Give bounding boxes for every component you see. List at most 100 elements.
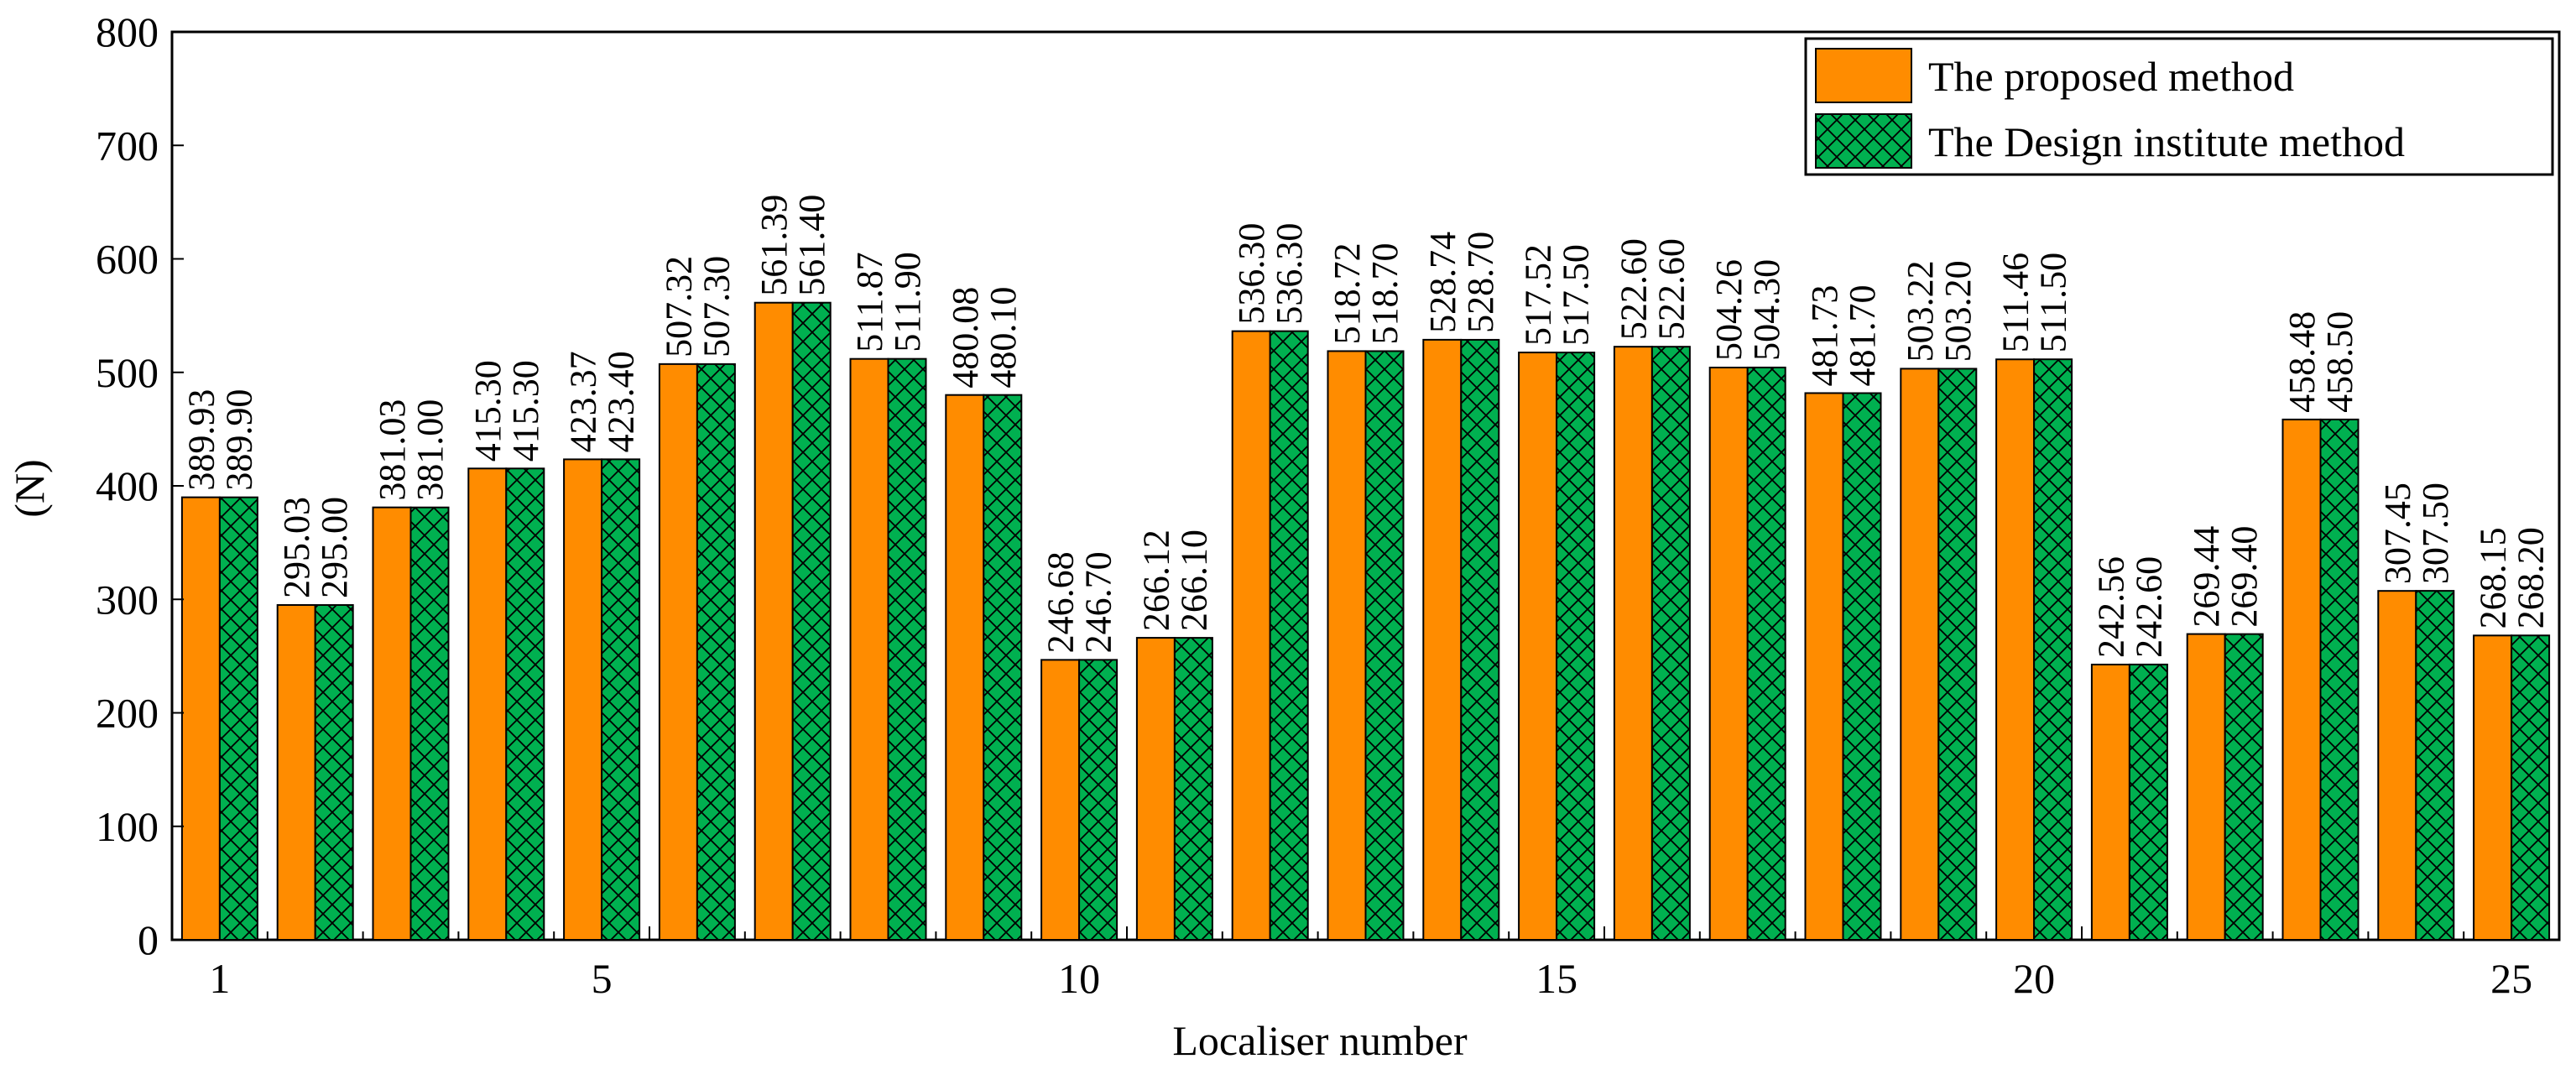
bar-design-institute	[409, 506, 450, 941]
y-tick-label: 700	[96, 122, 159, 169]
bar-design-institute	[791, 301, 832, 942]
value-label-proposed: 415.30	[467, 360, 508, 462]
value-label-proposed: 389.93	[180, 389, 222, 491]
y-tick-label: 400	[96, 462, 159, 509]
value-label-proposed: 458.48	[2281, 311, 2323, 413]
bar-proposed	[372, 506, 412, 941]
bar-proposed	[1708, 366, 1749, 941]
bar-proposed	[1422, 338, 1463, 941]
bar-design-institute	[1364, 350, 1405, 941]
value-label-proposed: 522.60	[1613, 238, 1654, 340]
bar-design-institute	[505, 467, 545, 941]
bar-proposed	[945, 394, 985, 942]
value-label-design-institute: 389.90	[218, 389, 259, 491]
value-label-proposed: 266.12	[1135, 529, 1176, 631]
value-label-proposed: 268.15	[2473, 527, 2514, 629]
value-label-design-institute: 511.50	[2033, 253, 2074, 352]
value-label-design-institute: 528.70	[1460, 232, 1501, 333]
legend-label-design-institute: The Design institute method	[1928, 118, 2405, 165]
value-label-design-institute: 511.90	[887, 252, 928, 352]
value-label-design-institute: 536.30	[1269, 223, 1310, 325]
bar-design-institute	[1269, 330, 1309, 941]
bar-design-institute	[218, 496, 258, 941]
value-label-design-institute: 507.30	[696, 256, 737, 357]
value-label-proposed: 480.08	[945, 287, 986, 389]
value-label-proposed: 295.03	[276, 497, 317, 598]
value-label-design-institute: 242.60	[2128, 556, 2169, 658]
value-label-design-institute: 517.50	[1556, 244, 1597, 346]
bar-design-institute	[2511, 634, 2551, 942]
value-label-proposed: 423.37	[563, 351, 604, 452]
value-label-proposed: 381.03	[372, 399, 413, 501]
value-label-design-institute: 246.70	[1078, 551, 1119, 653]
bar-design-institute	[1937, 368, 1978, 941]
bar-design-institute	[2319, 418, 2360, 942]
bar-proposed	[467, 467, 508, 941]
bar-design-institute	[1460, 338, 1500, 942]
x-tick-label: 25	[2490, 955, 2532, 1002]
bar-proposed	[2473, 634, 2513, 942]
y-axis-label: (N)	[6, 459, 53, 517]
bar-proposed	[754, 301, 794, 941]
bar-proposed	[658, 363, 698, 942]
bar-proposed	[1995, 358, 2036, 941]
legend-box	[1804, 37, 2554, 176]
bar-design-institute	[601, 458, 641, 941]
bar-proposed	[2377, 590, 2417, 941]
value-label-proposed: 536.30	[1231, 223, 1272, 325]
y-tick-label: 300	[96, 576, 159, 623]
value-label-design-institute: 480.10	[983, 287, 1024, 389]
legend-swatch-proposed	[1815, 48, 1912, 103]
x-tick-label: 1	[209, 955, 230, 1002]
bar-design-institute	[2128, 663, 2168, 941]
value-label-design-institute: 481.70	[1842, 285, 1883, 387]
y-tick-label: 600	[96, 236, 159, 283]
value-label-design-institute: 268.20	[2511, 527, 2552, 629]
y-tick-label: 100	[96, 803, 159, 850]
bar-proposed	[1231, 330, 1271, 941]
value-label-proposed: 269.44	[2186, 526, 2227, 628]
value-label-proposed: 518.72	[1327, 243, 1368, 344]
value-label-design-institute: 295.00	[314, 497, 355, 598]
x-axis: 1 5 10 15 20 25	[209, 926, 2532, 1002]
value-label-design-institute: 503.20	[1937, 260, 1979, 362]
value-label-proposed: 507.32	[658, 256, 699, 357]
value-label-proposed: 242.56	[2090, 556, 2131, 658]
bar-design-institute	[1650, 346, 1691, 942]
bar-proposed	[2281, 418, 2322, 941]
legend-label-proposed: The proposed method	[1928, 53, 2294, 100]
x-tick-label: 15	[1536, 955, 1577, 1002]
bar-design-institute	[1078, 659, 1119, 941]
bar-proposed	[1900, 368, 1940, 941]
x-tick-label: 10	[1058, 955, 1100, 1002]
value-label-design-institute: 269.40	[2224, 526, 2265, 628]
bar-design-institute	[2415, 590, 2455, 941]
bar-proposed	[2090, 663, 2130, 942]
bar-proposed	[1327, 350, 1367, 941]
y-tick-label: 500	[96, 349, 159, 396]
value-label-proposed: 511.87	[849, 252, 890, 352]
value-label-proposed: 503.22	[1900, 260, 1941, 362]
value-label-design-institute: 561.40	[791, 195, 832, 296]
x-tick-label: 5	[592, 955, 613, 1002]
value-label-proposed: 517.52	[1518, 244, 1559, 346]
bar-proposed	[1040, 659, 1081, 941]
value-label-proposed: 528.74	[1422, 232, 1463, 333]
bar-design-institute	[1746, 366, 1786, 941]
x-tick-label: 20	[2013, 955, 2055, 1002]
bar-proposed	[276, 603, 316, 941]
value-label-design-institute: 415.30	[505, 360, 546, 462]
bar-proposed	[180, 496, 221, 941]
value-label-design-institute: 266.10	[1173, 529, 1214, 631]
bar-proposed	[563, 458, 603, 941]
bar-design-institute	[983, 394, 1023, 942]
value-label-proposed: 481.73	[1804, 284, 1845, 386]
y-tick-label: 200	[96, 690, 159, 737]
value-label-proposed: 307.45	[2377, 483, 2418, 584]
x-axis-label: Localiser number	[1172, 1017, 1468, 1064]
y-tick-label: 800	[96, 8, 159, 55]
value-label-design-institute: 307.50	[2415, 483, 2456, 584]
bar-proposed	[1135, 637, 1176, 941]
